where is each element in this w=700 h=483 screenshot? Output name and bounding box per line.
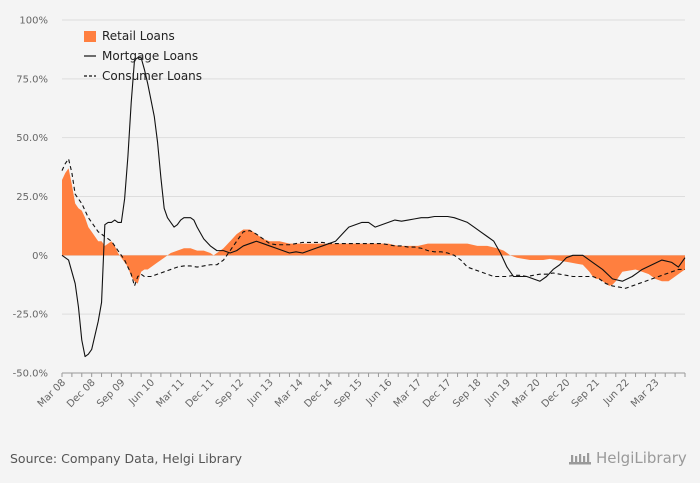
- y-axis: 100% 75.0% 50.0% 25.0% 0% -25.0% -50.0%: [13, 16, 48, 380]
- x-tick-label: Sep 21: [570, 377, 602, 409]
- series-mortgage-loans-line: [61, 57, 686, 358]
- x-tick-label: Jun 22: [601, 377, 632, 408]
- x-tick-label: Mar 23: [629, 377, 661, 409]
- legend-swatch-retail: [84, 31, 96, 42]
- x-tick-label: Jun 19: [482, 377, 513, 408]
- library-building-icon: [569, 453, 591, 465]
- x-tick-label: Jun 13: [245, 377, 276, 408]
- x-tick-label: Sep 15: [332, 377, 364, 409]
- x-tick-label: Sep 18: [451, 377, 483, 409]
- x-tick-label: Dec 14: [302, 377, 335, 410]
- y-tick-label: -25.0%: [13, 310, 48, 321]
- logo-text: HelgiLibrary: [596, 449, 687, 467]
- y-tick-label: 0%: [32, 251, 48, 262]
- x-tick-label: Mar 20: [510, 377, 542, 409]
- x-tick-label: Mar 08: [36, 377, 68, 409]
- legend-item[interactable]: Consumer Loans: [84, 69, 202, 83]
- helgi-library-logo[interactable]: HelgiLibrary: [568, 449, 687, 467]
- legend-label: Mortgage Loans: [102, 49, 198, 63]
- series-retail-loans-area: [62, 168, 685, 286]
- x-tick-label: Dec 17: [421, 377, 454, 410]
- legend: Retail Loans Mortgage Loans Consumer Loans: [84, 29, 202, 83]
- x-tick-label: Dec 20: [540, 377, 573, 410]
- y-tick-label: 100%: [19, 16, 48, 27]
- x-tick-label: Jun 16: [364, 377, 395, 408]
- x-tick-label: Dec 11: [184, 377, 217, 410]
- chart: 100% 75.0% 50.0% 25.0% 0% -25.0% -50.0% Mar 08…: [13, 16, 686, 410]
- y-tick-label: 50.0%: [16, 133, 48, 144]
- y-tick-label: -50.0%: [13, 369, 48, 380]
- legend-item[interactable]: Mortgage Loans: [84, 49, 198, 63]
- x-tick-label: Sep 12: [214, 377, 246, 409]
- y-tick-label: 25.0%: [16, 192, 48, 203]
- plot-area: [61, 57, 686, 358]
- source-note: Source: Company Data, Helgi Library: [10, 451, 243, 466]
- legend-label: Consumer Loans: [102, 69, 202, 83]
- series-consumer-loans-line: [61, 158, 685, 289]
- x-tick-label: Mar 11: [154, 377, 186, 409]
- x-tick-label: Mar 17: [392, 377, 424, 409]
- y-tick-label: 75.0%: [16, 74, 48, 85]
- x-tick-label: Sep 09: [95, 377, 127, 409]
- x-tick-label: Dec 08: [65, 377, 98, 410]
- x-tick-label: Jun 10: [126, 377, 157, 408]
- legend-label: Retail Loans: [102, 29, 175, 43]
- x-tick-label: Mar 14: [273, 377, 305, 409]
- legend-item[interactable]: Retail Loans: [84, 29, 175, 43]
